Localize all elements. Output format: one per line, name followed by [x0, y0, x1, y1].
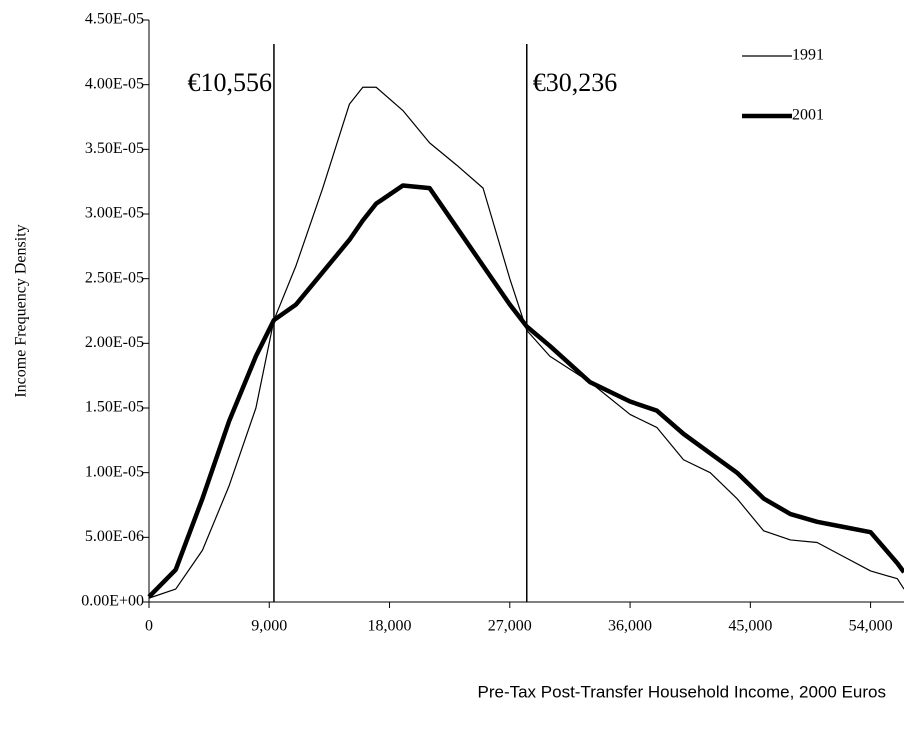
- legend-label: 1991: [792, 47, 824, 64]
- x-tick-label: 9,000: [251, 618, 287, 635]
- x-axis-label: Pre-Tax Post-Transfer Household Income, …: [477, 682, 886, 701]
- annotation-label: €10,556: [187, 68, 272, 97]
- y-tick-label: 2.50E-05: [85, 269, 144, 286]
- y-tick-label: 4.00E-05: [85, 75, 144, 92]
- y-axis-label: Income Frequency Density: [13, 224, 30, 397]
- x-tick-label: 0: [145, 618, 153, 635]
- x-tick-label: 18,000: [368, 618, 412, 635]
- y-tick-label: 4.50E-05: [85, 11, 144, 28]
- y-tick-label: 1.50E-05: [85, 399, 144, 416]
- legend-label: 2001: [792, 107, 824, 124]
- y-tick-label: 2.00E-05: [85, 334, 144, 351]
- x-tick-label: 54,000: [849, 618, 893, 635]
- y-tick-label: 3.00E-05: [85, 205, 144, 222]
- x-tick-label: 36,000: [608, 618, 652, 635]
- y-tick-label: 1.00E-05: [85, 463, 144, 480]
- x-tick-label: 27,000: [488, 618, 532, 635]
- y-tick-label: 0.00E+00: [81, 593, 144, 610]
- y-tick-label: 5.00E-06: [85, 528, 144, 545]
- line-series: [147, 183, 904, 599]
- x-tick-label: 45,000: [728, 618, 772, 635]
- y-tick-label: 3.50E-05: [85, 140, 144, 157]
- annotation-label: €30,236: [533, 68, 618, 97]
